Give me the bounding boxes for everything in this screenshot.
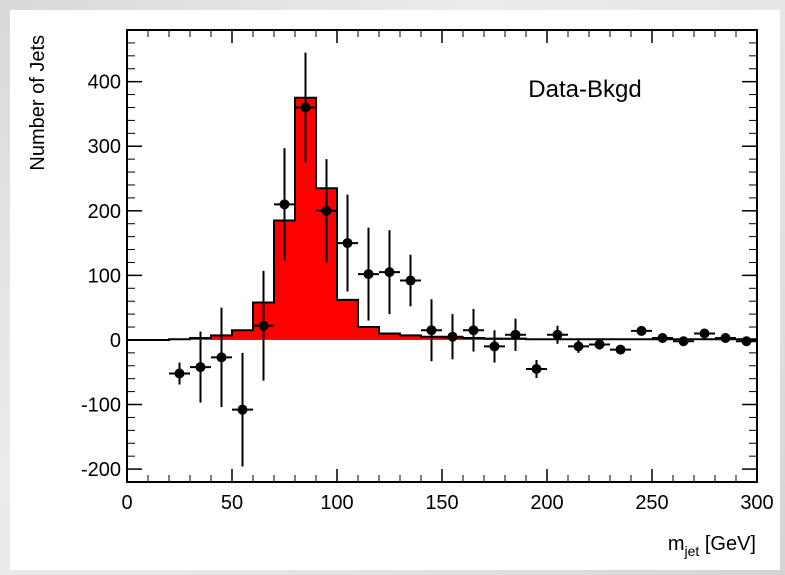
y-tick-label: -100	[81, 395, 121, 417]
point-marker	[531, 364, 542, 374]
annotation-label: Data-Bkgd	[528, 76, 641, 103]
histogram-outline	[127, 96, 757, 341]
y-tick-label: 300	[88, 136, 121, 158]
point-marker	[258, 320, 269, 331]
histogram-bar	[295, 97, 316, 340]
data-point	[232, 352, 253, 467]
data-point	[442, 314, 463, 360]
point-marker	[174, 368, 185, 379]
figure-background	[10, 10, 780, 570]
data-point	[295, 52, 316, 163]
point-marker	[510, 329, 521, 340]
point-marker	[678, 336, 689, 347]
x-tick-label: 200	[530, 492, 563, 514]
ticks: 0 50 100 150 200 250 300 -200 -100 0 100 200 300 400	[81, 29, 774, 514]
histogram-bar	[400, 335, 421, 340]
data-point	[463, 308, 484, 352]
x-tick-label: 300	[740, 492, 773, 514]
point-marker	[237, 404, 248, 415]
x-tick-label: 0	[121, 492, 132, 514]
data-points	[169, 52, 757, 467]
data-point	[505, 318, 526, 351]
histogram	[127, 96, 757, 341]
data-point	[211, 307, 232, 408]
y-axis-title: Number of Jets	[27, 35, 49, 171]
point-marker	[300, 102, 311, 113]
y-tick-label: 100	[88, 265, 121, 287]
data-point	[190, 331, 211, 403]
data-point	[337, 194, 358, 292]
point-marker	[342, 238, 353, 249]
point-marker	[468, 325, 479, 336]
histogram-bar	[337, 299, 358, 340]
data-point	[589, 339, 610, 350]
point-marker	[657, 333, 668, 344]
data-point	[673, 336, 694, 347]
histogram-bar	[316, 188, 337, 340]
y-tick-label: 0	[110, 330, 121, 352]
point-marker	[405, 275, 416, 286]
histogram-bar	[358, 327, 379, 340]
data-point	[547, 325, 568, 344]
data-point	[631, 325, 652, 336]
point-marker	[447, 331, 458, 342]
x-tick-label: 50	[221, 492, 243, 514]
data-point	[484, 330, 505, 363]
data-point	[652, 333, 673, 344]
x-tick-label: 250	[635, 492, 668, 514]
data-point	[421, 299, 442, 362]
point-marker	[363, 269, 374, 280]
data-point	[400, 254, 421, 307]
point-marker	[741, 336, 752, 347]
data-point	[715, 333, 736, 344]
data-point	[526, 359, 547, 379]
y-tick-label: -200	[81, 459, 121, 481]
data-point	[568, 339, 589, 353]
histogram-bar	[274, 220, 295, 340]
data-point	[736, 336, 757, 347]
data-point	[274, 148, 295, 261]
data-point	[379, 230, 400, 315]
data-point	[253, 270, 274, 381]
point-marker	[321, 205, 332, 216]
data-point	[610, 344, 631, 355]
histogram-bar	[379, 333, 400, 340]
histogram-bar	[232, 330, 253, 340]
data-point	[169, 362, 190, 385]
x-tick-label: 150	[425, 492, 458, 514]
x-tick-label: 100	[320, 492, 353, 514]
point-marker	[489, 341, 500, 352]
point-marker	[720, 333, 731, 344]
data-point	[694, 328, 715, 339]
y-tick-label: 400	[88, 72, 121, 94]
x-axis-title-symbol: m	[668, 533, 685, 555]
x-axis-title-subscript: jet	[684, 543, 700, 559]
point-marker	[279, 199, 290, 210]
point-marker	[195, 362, 206, 373]
point-marker	[573, 341, 584, 352]
point-marker	[384, 267, 395, 278]
point-marker	[615, 344, 626, 355]
point-marker	[216, 352, 227, 363]
point-marker	[699, 328, 710, 339]
point-marker	[636, 325, 647, 336]
point-marker	[426, 325, 437, 336]
point-marker	[552, 329, 563, 340]
x-axis-title-unit: [GeV]	[699, 533, 756, 555]
x-axis-title: mjet [GeV]	[668, 533, 756, 559]
y-tick-label: 200	[88, 201, 121, 223]
data-point	[316, 159, 337, 263]
data-point	[358, 227, 379, 321]
point-marker	[594, 339, 605, 350]
